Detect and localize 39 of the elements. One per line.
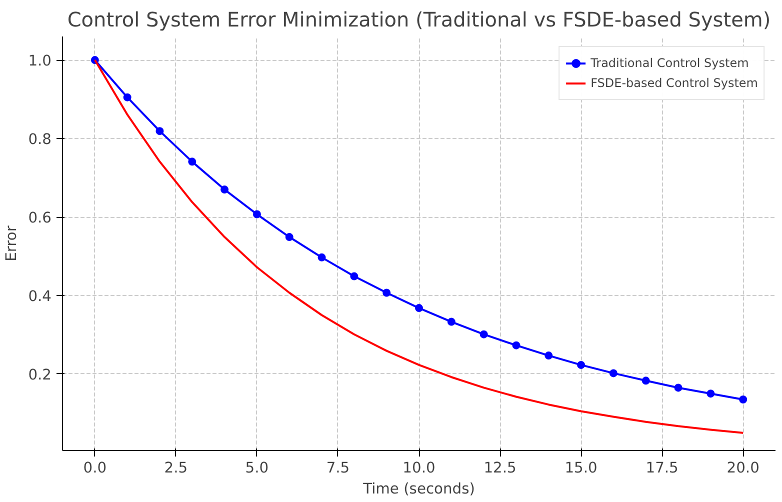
point — [318, 253, 326, 262]
point — [706, 390, 715, 398]
y-axis-title: Error — [3, 224, 20, 262]
point — [350, 272, 358, 280]
x-tick-label: 0.0 — [83, 460, 107, 476]
point — [156, 127, 164, 136]
point — [220, 186, 229, 194]
point — [252, 210, 261, 218]
point — [447, 318, 456, 326]
x-tick-label: 15.0 — [564, 460, 598, 476]
y-tick-label: 0.6 — [28, 210, 52, 227]
x-tick-label: 17.5 — [646, 460, 678, 476]
point — [609, 369, 618, 378]
legend-label: Traditional Control System — [590, 56, 749, 70]
x-tick-label: 5.0 — [245, 460, 269, 476]
point — [415, 304, 423, 312]
y-tick-label: 0.8 — [28, 131, 52, 148]
y-tick-label: 0.4 — [28, 288, 52, 305]
y-tick-label: 1.0 — [28, 52, 52, 70]
chart-title: Control System Error Minimization (Traditional vs FSDE-based System) — [67, 8, 771, 32]
point — [674, 384, 682, 392]
x-tick-label: 2.5 — [164, 460, 188, 476]
point — [512, 341, 520, 350]
point — [739, 395, 748, 404]
x-tick-label: 7.5 — [326, 460, 350, 476]
y-tick-label: 0.2 — [28, 366, 52, 384]
point — [188, 158, 196, 166]
point — [285, 233, 294, 242]
point — [544, 352, 553, 360]
x-tick-label: 12.5 — [484, 460, 516, 476]
x-tick-label: 20.0 — [726, 460, 760, 476]
x-axis-title: Time (seconds) — [362, 480, 475, 498]
x-tick-label: 10.0 — [402, 460, 436, 476]
point — [577, 360, 586, 369]
point — [123, 93, 132, 102]
legend-label: FSDE-based Control System — [590, 76, 758, 90]
point — [382, 288, 391, 297]
point — [642, 376, 650, 385]
point — [480, 330, 488, 338]
